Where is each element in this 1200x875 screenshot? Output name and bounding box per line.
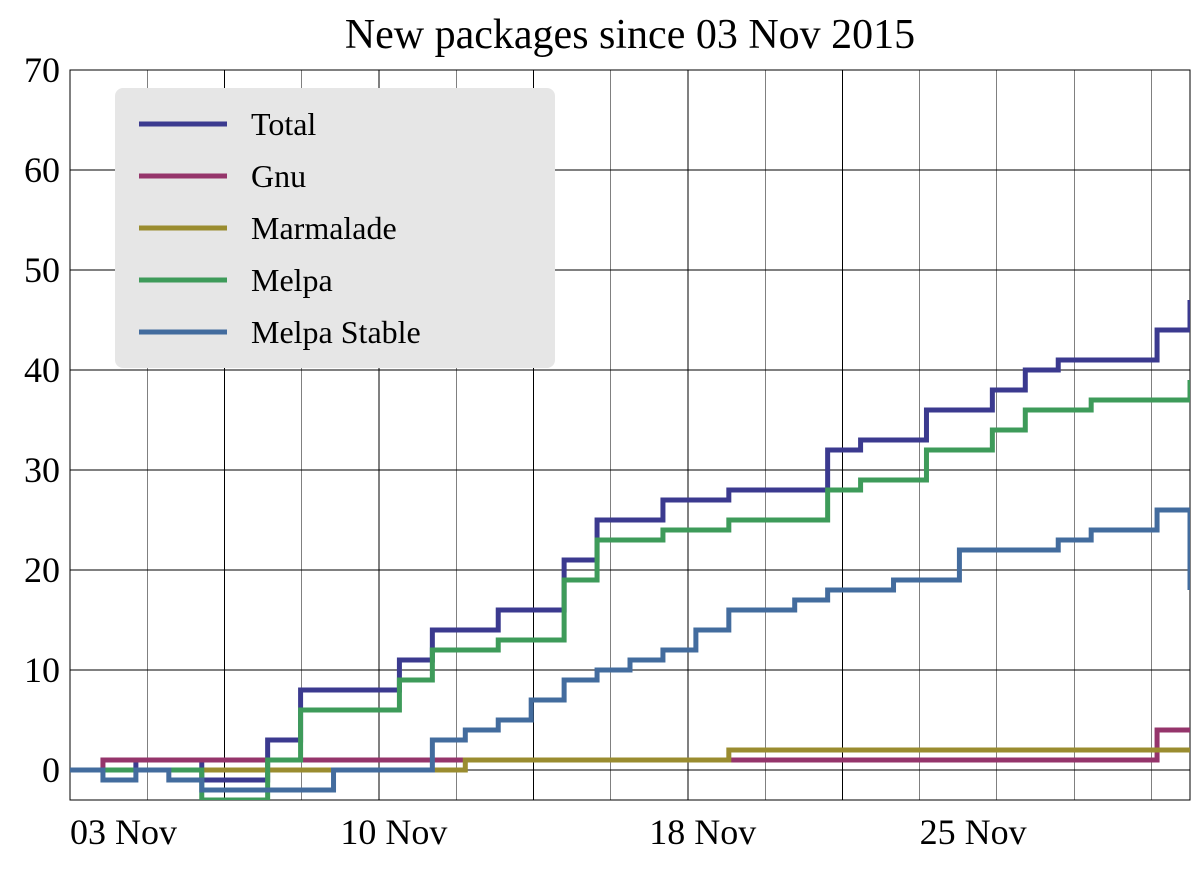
legend-label-total: Total <box>251 106 316 142</box>
y-tick-label: 20 <box>24 550 60 590</box>
legend-label-melpa-stable: Melpa Stable <box>251 314 421 350</box>
x-tick-label: 18 Nov <box>649 812 756 852</box>
legend: Total Gnu Marmalade Melpa Melpa Stable <box>115 88 555 368</box>
x-tick-label: 10 Nov <box>340 812 447 852</box>
y-tick-label: 70 <box>24 50 60 90</box>
y-tick-label: 60 <box>24 150 60 190</box>
chart-container: New packages since 03 Nov 2015 0 10 20 30 40 5… <box>0 0 1200 875</box>
y-tick-label: 0 <box>42 750 60 790</box>
y-tick-label: 10 <box>24 650 60 690</box>
y-tick-label: 50 <box>24 250 60 290</box>
y-tick-label: 30 <box>24 450 60 490</box>
x-tick-label: 03 Nov <box>70 812 177 852</box>
line-chart: New packages since 03 Nov 2015 0 10 20 30 40 5… <box>0 0 1200 875</box>
legend-label-marmalade: Marmalade <box>251 210 397 246</box>
x-tick-label: 25 Nov <box>920 812 1027 852</box>
legend-label-gnu: Gnu <box>251 158 306 194</box>
y-tick-label: 40 <box>24 350 60 390</box>
legend-label-melpa: Melpa <box>251 262 333 298</box>
chart-title: New packages since 03 Nov 2015 <box>345 12 915 58</box>
